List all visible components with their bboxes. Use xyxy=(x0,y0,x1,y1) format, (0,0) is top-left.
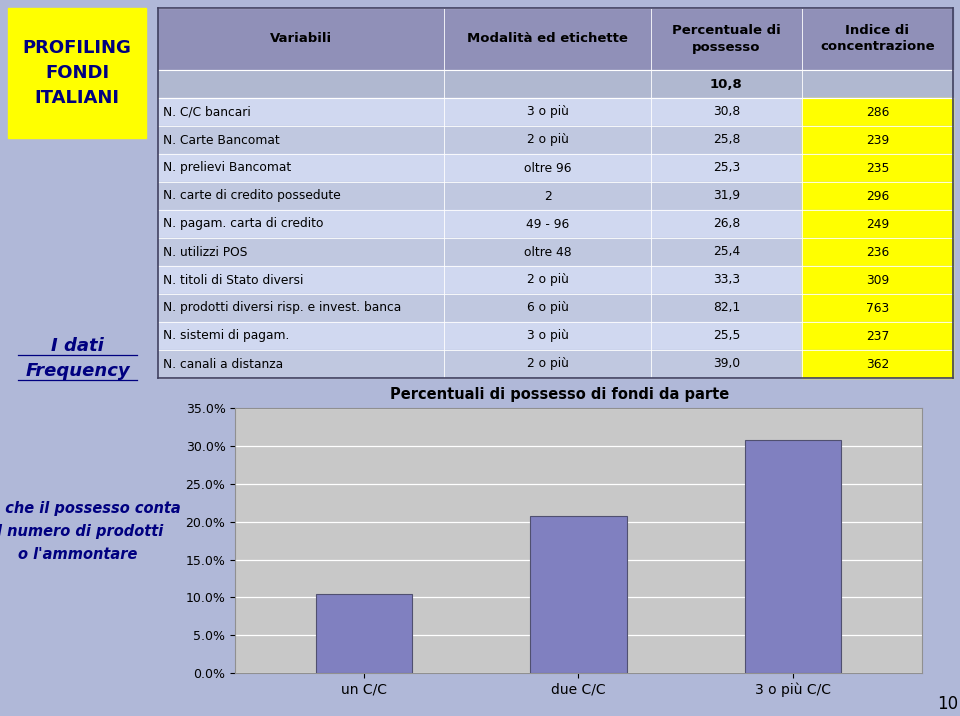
Text: 2 o più: 2 o più xyxy=(527,357,568,370)
Bar xyxy=(158,98,953,126)
Bar xyxy=(802,238,953,266)
Text: N. C/C bancari: N. C/C bancari xyxy=(163,105,251,119)
Bar xyxy=(158,350,953,378)
Text: N. carte di credito possedute: N. carte di credito possedute xyxy=(163,190,341,203)
Text: 2: 2 xyxy=(543,190,551,203)
Text: 362: 362 xyxy=(866,357,889,370)
Text: oltre 48: oltre 48 xyxy=(524,246,571,258)
Bar xyxy=(158,210,953,238)
Bar xyxy=(802,322,953,350)
Text: 286: 286 xyxy=(866,105,889,119)
Text: Modalità ed etichette: Modalità ed etichette xyxy=(468,32,628,46)
Bar xyxy=(745,440,841,673)
Text: 763: 763 xyxy=(866,301,889,314)
Text: 10,8: 10,8 xyxy=(710,77,743,90)
Text: 309: 309 xyxy=(866,274,889,286)
Text: 235: 235 xyxy=(866,162,889,175)
Text: I dati: I dati xyxy=(51,337,104,355)
Bar xyxy=(802,126,953,154)
Bar xyxy=(802,350,953,378)
Text: Variabili: Variabili xyxy=(270,32,332,46)
Text: N. titoli di Stato diversi: N. titoli di Stato diversi xyxy=(163,274,303,286)
Bar xyxy=(158,154,953,182)
Text: 25,5: 25,5 xyxy=(712,329,740,342)
Text: oltre 96: oltre 96 xyxy=(524,162,571,175)
Text: 25,3: 25,3 xyxy=(712,162,740,175)
Bar xyxy=(802,182,953,210)
Bar xyxy=(802,98,953,126)
Text: Più che il possesso conta
il numero di prodotti
o l'ammontare: Più che il possesso conta il numero di p… xyxy=(0,500,180,562)
Text: 237: 237 xyxy=(866,329,889,342)
Text: N. prelievi Bancomat: N. prelievi Bancomat xyxy=(163,162,291,175)
Bar xyxy=(158,182,953,210)
Text: 30,8: 30,8 xyxy=(712,105,740,119)
Bar xyxy=(802,266,953,294)
Text: N. sistemi di pagam.: N. sistemi di pagam. xyxy=(163,329,289,342)
Bar xyxy=(158,8,953,70)
Text: 25,4: 25,4 xyxy=(712,246,740,258)
Bar xyxy=(530,516,627,673)
Text: 39,0: 39,0 xyxy=(713,357,740,370)
Bar xyxy=(158,266,953,294)
Text: N. prodotti diversi risp. e invest. banca: N. prodotti diversi risp. e invest. banc… xyxy=(163,301,401,314)
Text: 2 o più: 2 o più xyxy=(527,133,568,147)
Text: 25,8: 25,8 xyxy=(712,133,740,147)
Text: 26,8: 26,8 xyxy=(712,218,740,231)
Bar xyxy=(158,238,953,266)
Text: 249: 249 xyxy=(866,218,889,231)
Text: Percentuali di possesso di fondi da parte: Percentuali di possesso di fondi da part… xyxy=(390,387,729,402)
Bar xyxy=(802,154,953,182)
Text: 33,3: 33,3 xyxy=(713,274,740,286)
Bar xyxy=(158,126,953,154)
Text: 31,9: 31,9 xyxy=(713,190,740,203)
Text: Frequency: Frequency xyxy=(25,362,130,380)
Bar xyxy=(802,294,953,322)
Text: 236: 236 xyxy=(866,246,889,258)
Text: N. pagam. carta di credito: N. pagam. carta di credito xyxy=(163,218,324,231)
Text: Indice di
concentrazione: Indice di concentrazione xyxy=(820,24,935,54)
Text: 82,1: 82,1 xyxy=(712,301,740,314)
Text: 3 o più: 3 o più xyxy=(527,329,568,342)
Text: 49 - 96: 49 - 96 xyxy=(526,218,569,231)
Bar xyxy=(158,322,953,350)
Text: 2 o più: 2 o più xyxy=(527,274,568,286)
Bar xyxy=(158,70,953,98)
Text: 3 o più: 3 o più xyxy=(527,105,568,119)
Text: 10: 10 xyxy=(937,695,959,713)
Text: N. utilizzi POS: N. utilizzi POS xyxy=(163,246,248,258)
Text: N. Carte Bancomat: N. Carte Bancomat xyxy=(163,133,279,147)
Text: Percentuale di
possesso: Percentuale di possesso xyxy=(672,24,780,54)
Text: 6 o più: 6 o più xyxy=(527,301,568,314)
Text: 296: 296 xyxy=(866,190,889,203)
Text: N. canali a distanza: N. canali a distanza xyxy=(163,357,283,370)
Text: PROFILING
FONDI
ITALIANI: PROFILING FONDI ITALIANI xyxy=(23,39,132,107)
Text: 239: 239 xyxy=(866,133,889,147)
Bar xyxy=(316,594,412,673)
Bar xyxy=(8,8,146,138)
Bar xyxy=(802,210,953,238)
Bar xyxy=(158,294,953,322)
Text: dei detentori di C/C (possesso medio 14,5%): dei detentori di C/C (possesso medio 14,… xyxy=(376,420,742,435)
